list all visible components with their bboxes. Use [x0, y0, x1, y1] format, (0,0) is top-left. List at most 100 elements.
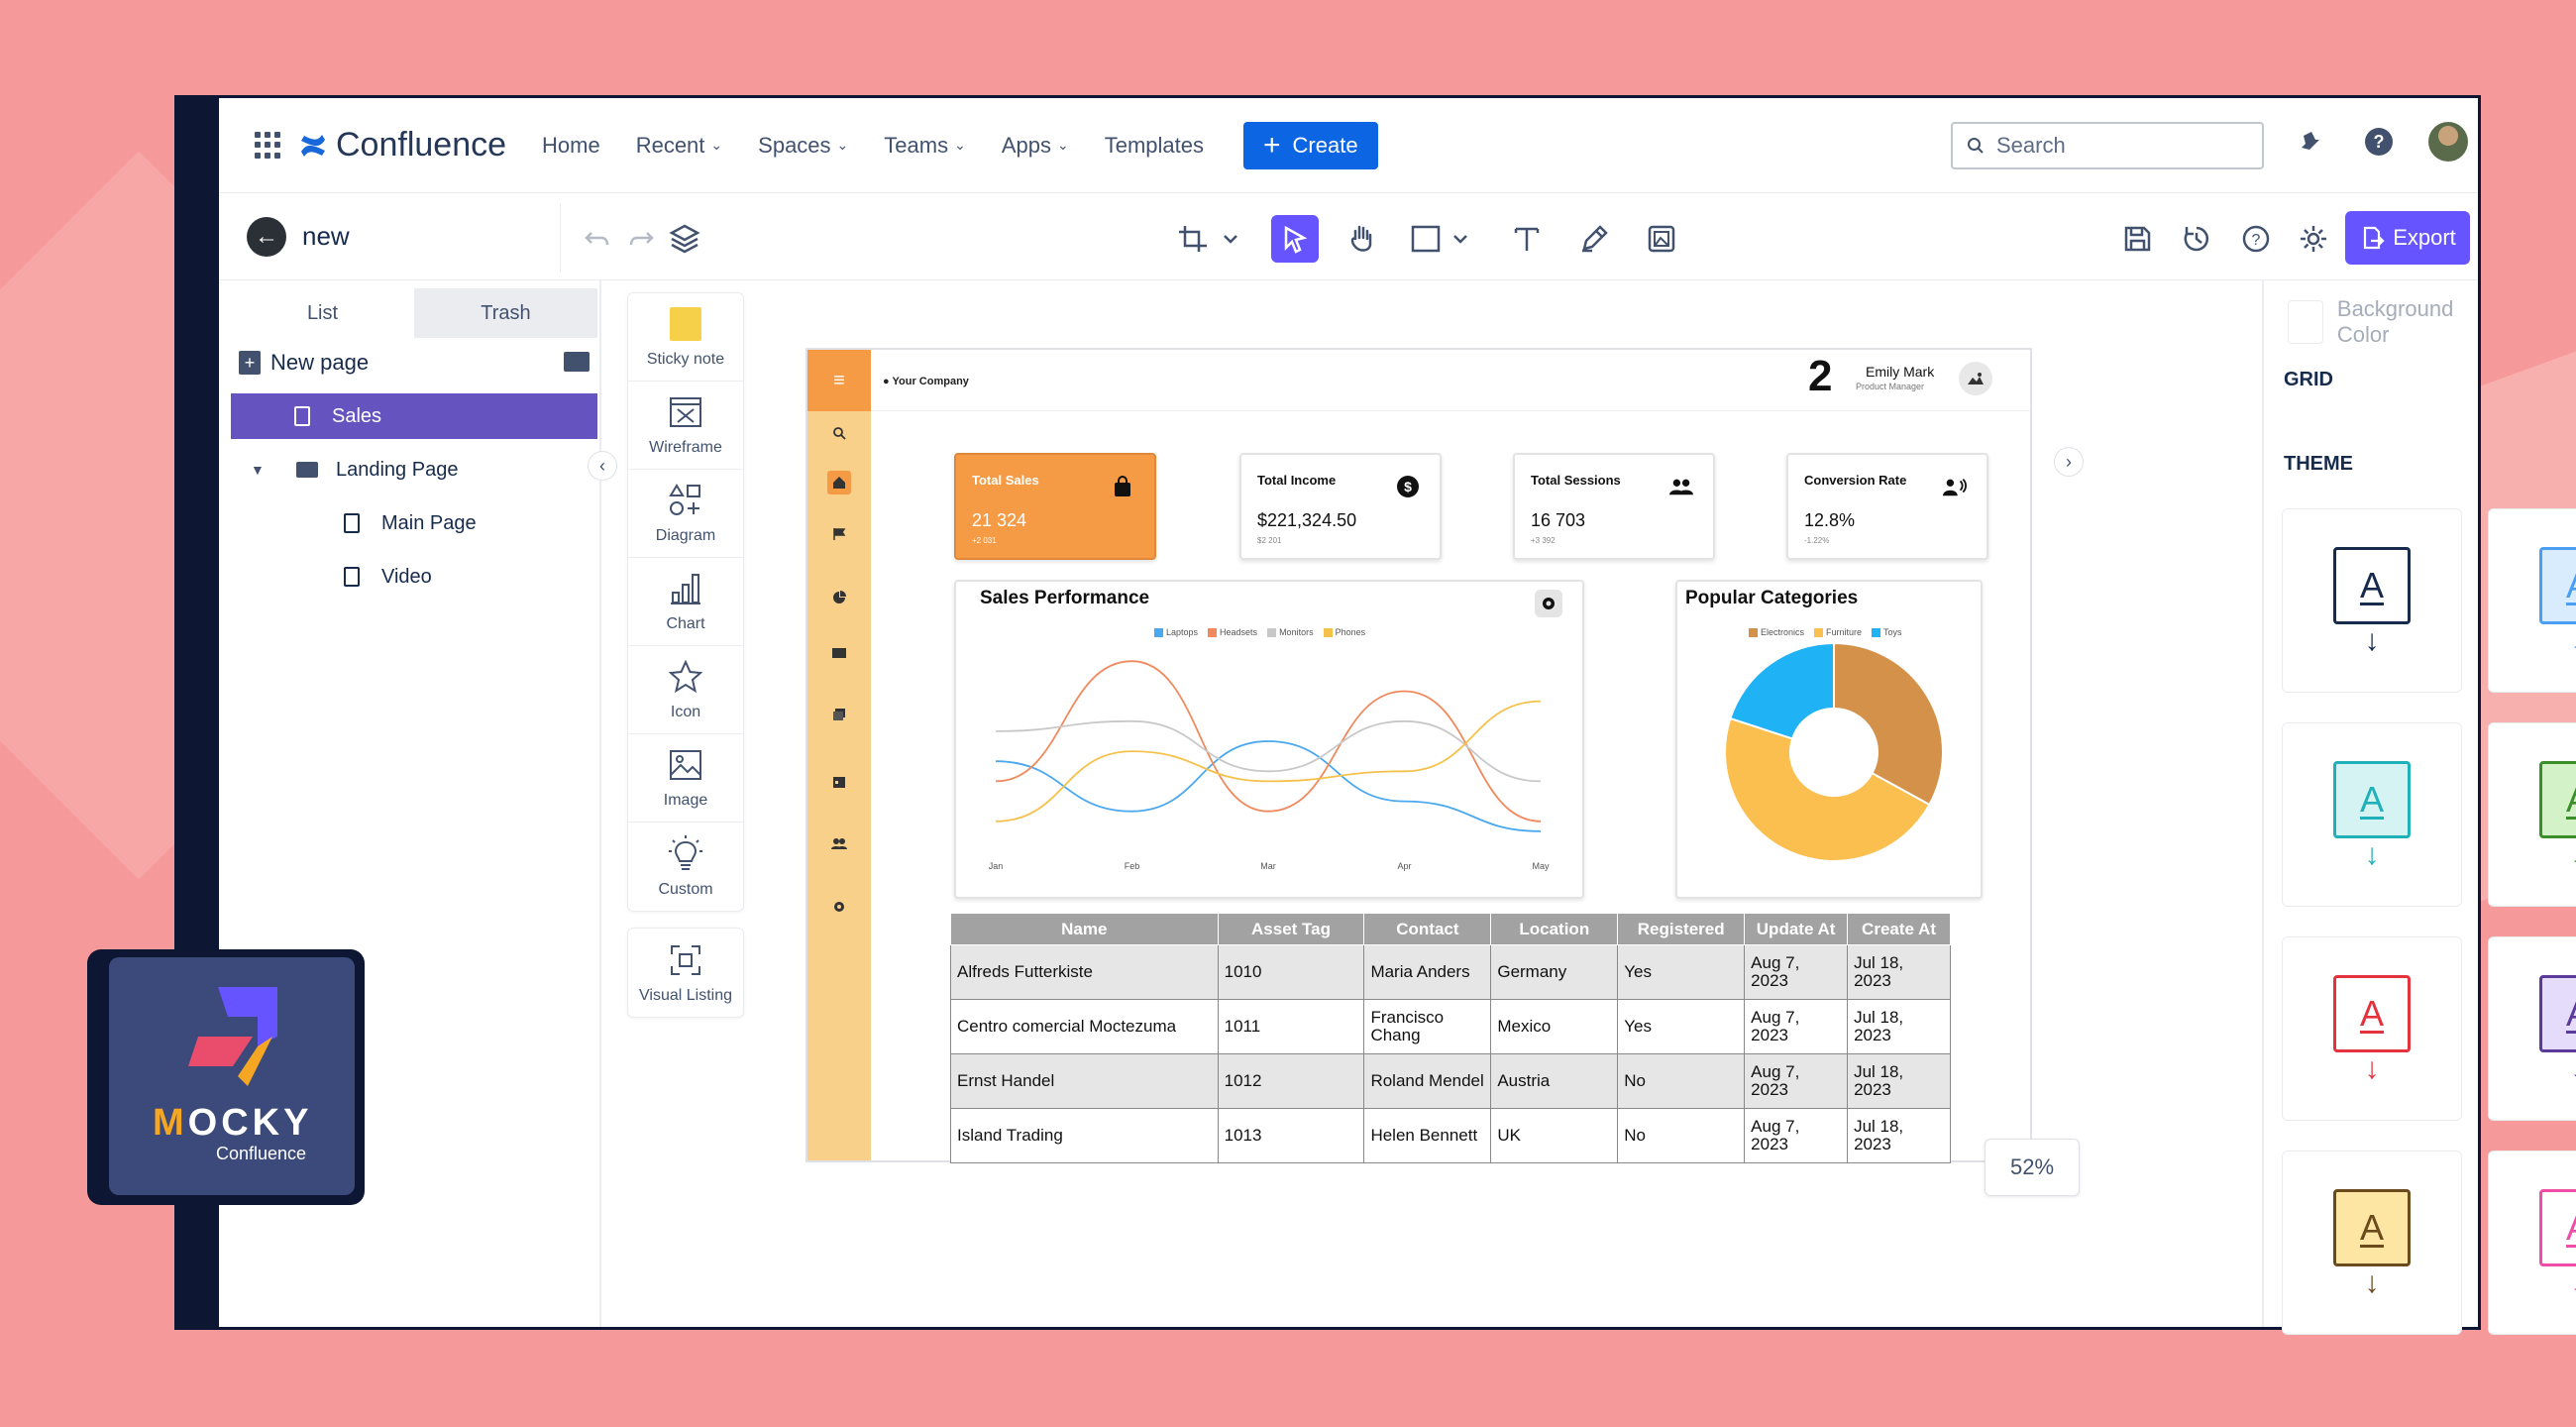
kpi-total-sessions: Total Sessions 16 703 +3 392: [1513, 453, 1715, 560]
page-icon: [294, 406, 310, 426]
crop-icon[interactable]: [1170, 215, 1253, 263]
properties-panel: Background Color GRID THEME A↓A↓A↓A↓A↓A↓…: [2262, 280, 2576, 1335]
nav-item-spaces[interactable]: Spaces ⌄: [758, 133, 848, 159]
table-header-cell[interactable]: Contact: [1363, 913, 1492, 945]
widget-group-extra: Visual Listing: [627, 928, 744, 1018]
widget-icon[interactable]: Icon: [628, 646, 743, 734]
collapse-sidebar-button[interactable]: ‹: [588, 451, 617, 481]
dashboard-artboard[interactable]: ≡ ● Your Company 2 Emily Mark Product Ma…: [805, 348, 2032, 1163]
sticky-note-icon: [667, 305, 704, 343]
notification-icon[interactable]: [2290, 122, 2329, 162]
widget-image[interactable]: Image: [628, 734, 743, 823]
sidebar-item-sales[interactable]: Sales: [231, 393, 597, 439]
save-icon[interactable]: [2113, 215, 2161, 263]
avatar[interactable]: [2428, 122, 2468, 162]
back-button[interactable]: ←: [247, 217, 286, 257]
text-icon[interactable]: [1503, 215, 1551, 263]
table-header-cell[interactable]: Asset Tag: [1217, 913, 1365, 945]
layers-icon[interactable]: [661, 215, 708, 263]
pen-icon[interactable]: [1570, 215, 1618, 263]
legend-label: Electronics: [1761, 627, 1805, 637]
widget-custom[interactable]: Custom: [628, 823, 743, 911]
widget-sticky-note[interactable]: Sticky note: [628, 293, 743, 382]
history-icon[interactable]: [2173, 215, 2220, 263]
theme-option[interactable]: A↓: [2282, 1151, 2462, 1335]
tab-trash[interactable]: Trash: [414, 288, 597, 338]
table-row[interactable]: Ernst Handel 1012 Roland Mendel Austria No Au…: [950, 1053, 1951, 1109]
chevron-left-icon: ‹: [599, 455, 605, 476]
chevron-down-icon: ⌄: [710, 137, 723, 153]
table-header-cell[interactable]: Update At: [1744, 913, 1849, 945]
theme-option[interactable]: A↓: [2282, 722, 2462, 907]
theme-option[interactable]: A↓: [2488, 508, 2576, 693]
nav-item-teams[interactable]: Teams ⌄: [884, 133, 966, 159]
chart-legend: Laptops Headsets Monitors Phones: [1154, 627, 1365, 638]
app-switcher-icon[interactable]: [255, 131, 282, 160]
theme-option[interactable]: A↓: [2282, 936, 2462, 1121]
collapse-right-panel-button[interactable]: ›: [2054, 447, 2084, 477]
x-tick-label: Mar: [1260, 861, 1276, 871]
table-header-cell[interactable]: Name: [950, 913, 1219, 945]
company-name: Your Company: [892, 376, 969, 387]
help-icon[interactable]: ?: [2359, 122, 2399, 162]
table-cell: Francisco Chang: [1363, 999, 1492, 1054]
search-placeholder: Search: [1996, 133, 2066, 158]
zoom-level[interactable]: 52%: [1985, 1139, 2080, 1196]
theme-option[interactable]: A↓: [2488, 1151, 2576, 1335]
table-body: Alfreds Futterkiste 1010 Maria Anders Germa…: [950, 944, 1951, 1163]
kpi-value: 16 703: [1531, 510, 1586, 530]
table-row[interactable]: Centro comercial Moctezuma 1011 Francisco …: [950, 999, 1951, 1054]
image-tool-icon[interactable]: [1638, 215, 1685, 263]
hand-icon[interactable]: [1339, 215, 1386, 263]
widget-chart[interactable]: Chart: [628, 558, 743, 646]
undo-icon[interactable]: [574, 215, 621, 263]
widget-visual-listing[interactable]: Visual Listing: [628, 929, 743, 1017]
mocky-logo-icon: [188, 987, 277, 1086]
gear-icon[interactable]: [1535, 590, 1562, 617]
theme-option[interactable]: A↓: [2282, 508, 2462, 693]
editor-toolbar: ← new: [219, 193, 2478, 280]
sidebar-item-landing-page[interactable]: ▼ Landing Page: [231, 447, 597, 493]
shape-icon[interactable]: [1402, 215, 1485, 263]
widget-diagram[interactable]: Diagram: [628, 470, 743, 558]
mocky-badge: MOCKY Confluence: [87, 949, 365, 1205]
users-icon: [1669, 475, 1693, 498]
select-icon[interactable]: [1271, 215, 1319, 263]
nav-item-recent[interactable]: Recent ⌄: [636, 133, 722, 159]
tab-list[interactable]: List: [306, 301, 339, 324]
caret-down-icon[interactable]: ▼: [251, 462, 265, 478]
add-folder-icon[interactable]: [564, 352, 590, 372]
table-cell: Aug 7, 2023: [1744, 999, 1849, 1054]
nav-item-apps[interactable]: Apps ⌄: [1002, 133, 1069, 159]
table-row[interactable]: Island Trading 1013 Helen Bennett UK No Aug 7…: [950, 1108, 1951, 1163]
sidebar-item-video[interactable]: Video: [231, 554, 597, 600]
table-header-cell[interactable]: Registered: [1617, 913, 1746, 945]
table-cell: Aug 7, 2023: [1744, 1108, 1849, 1163]
table-cell: Island Trading: [950, 1108, 1219, 1163]
confluence-logo[interactable]: Confluence: [298, 126, 506, 165]
nav-item-home[interactable]: Home: [542, 133, 600, 159]
table-header-cell[interactable]: Location: [1490, 913, 1619, 945]
page-title[interactable]: new: [302, 221, 350, 251]
color-swatch[interactable]: [2288, 300, 2323, 344]
search-input[interactable]: Search: [1951, 122, 2264, 169]
table-row[interactable]: Alfreds Futterkiste 1010 Maria Anders Germa…: [950, 944, 1951, 1000]
background-color-control[interactable]: Background Color: [2288, 296, 2478, 348]
create-button[interactable]: + Create: [1242, 121, 1378, 169]
page-sidebar: List Trash + New page Sales ▼ Landing Pa…: [219, 280, 601, 1327]
new-page-button[interactable]: + New page: [239, 340, 595, 385]
table-header-cell[interactable]: Create At: [1847, 913, 1951, 945]
settings-icon[interactable]: [2290, 215, 2337, 263]
sidebar-tabs: List Trash: [231, 288, 597, 338]
legend-item: Laptops: [1154, 627, 1198, 638]
redo-icon[interactable]: [617, 215, 665, 263]
grid-setting: GRID: [2284, 368, 2576, 391]
help-icon[interactable]: ?: [2232, 215, 2280, 263]
widget-label: Custom: [658, 880, 713, 898]
sidebar-item-main-page[interactable]: Main Page: [231, 500, 597, 546]
export-button[interactable]: Export: [2345, 211, 2470, 265]
nav-item-templates[interactable]: Templates: [1105, 133, 1204, 159]
widget-wireframe[interactable]: Wireframe: [628, 382, 743, 470]
theme-option[interactable]: A↓: [2488, 936, 2576, 1121]
theme-option[interactable]: A↓: [2488, 722, 2576, 907]
